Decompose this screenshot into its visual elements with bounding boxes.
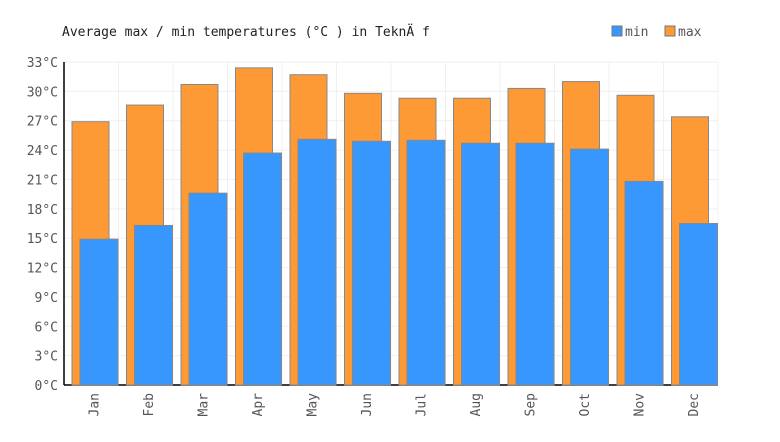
bar-min-aug [461,142,500,386]
x-tick-label: Feb [142,393,157,417]
bar-min-dec [679,223,718,386]
legend-swatch-max [664,25,676,37]
bar-min-apr [243,152,282,386]
bar-min-sep [515,142,555,386]
legend-swatch-min [611,25,623,37]
x-tick-label: Mar [196,393,211,417]
x-tick-label: Nov [632,393,647,417]
y-tick-label: 30°C [27,85,58,100]
y-tick-label: 6°C [35,320,58,335]
bar-min-may [297,138,337,386]
y-tick-label: 33°C [27,56,58,71]
bar-min-oct [570,148,609,386]
legend-label-max: max [678,25,702,40]
x-tick-label: Aug [469,393,484,416]
legend: min max [611,25,702,40]
bar-min-jul [406,139,446,386]
x-axis-ticks: Jan Feb Mar Apr May Jun Jul Aug Sep Oct Nov Dec [87,393,702,417]
bar-min-nov [624,180,664,386]
bar-min-feb [134,224,173,386]
x-tick-label: Oct [578,393,593,416]
bar-min-mar [188,192,228,386]
x-tick-label: Jun [360,393,375,416]
y-tick-label: 3°C [35,350,58,365]
y-axis-ticks: 0°C 3°C 6°C 9°C 12°C 15°C 18°C 21°C 24°C 27°C 30°C… [27,56,58,394]
y-tick-label: 15°C [27,232,58,247]
chart-title: Average max / min temperatures (°C ) in … [62,24,430,40]
y-tick-label: 9°C [35,291,58,306]
y-tick-label: 12°C [27,262,58,277]
y-tick-label: 21°C [27,173,58,188]
x-tick-label: Jan [87,393,102,416]
y-tick-label: 27°C [27,115,58,130]
x-tick-label: Dec [687,393,702,416]
bar-min-jun [352,140,391,386]
y-tick-label: 24°C [27,144,58,159]
x-tick-label: Jul [414,393,429,416]
x-tick-label: Sep [523,393,538,417]
x-tick-label: Apr [251,393,266,417]
bars [71,67,718,386]
y-tick-label: 18°C [27,203,58,218]
y-tick-label: 0°C [35,379,58,394]
x-tick-label: May [305,393,320,417]
bar-min-jan [79,238,119,386]
legend-label-min: min [625,25,648,40]
